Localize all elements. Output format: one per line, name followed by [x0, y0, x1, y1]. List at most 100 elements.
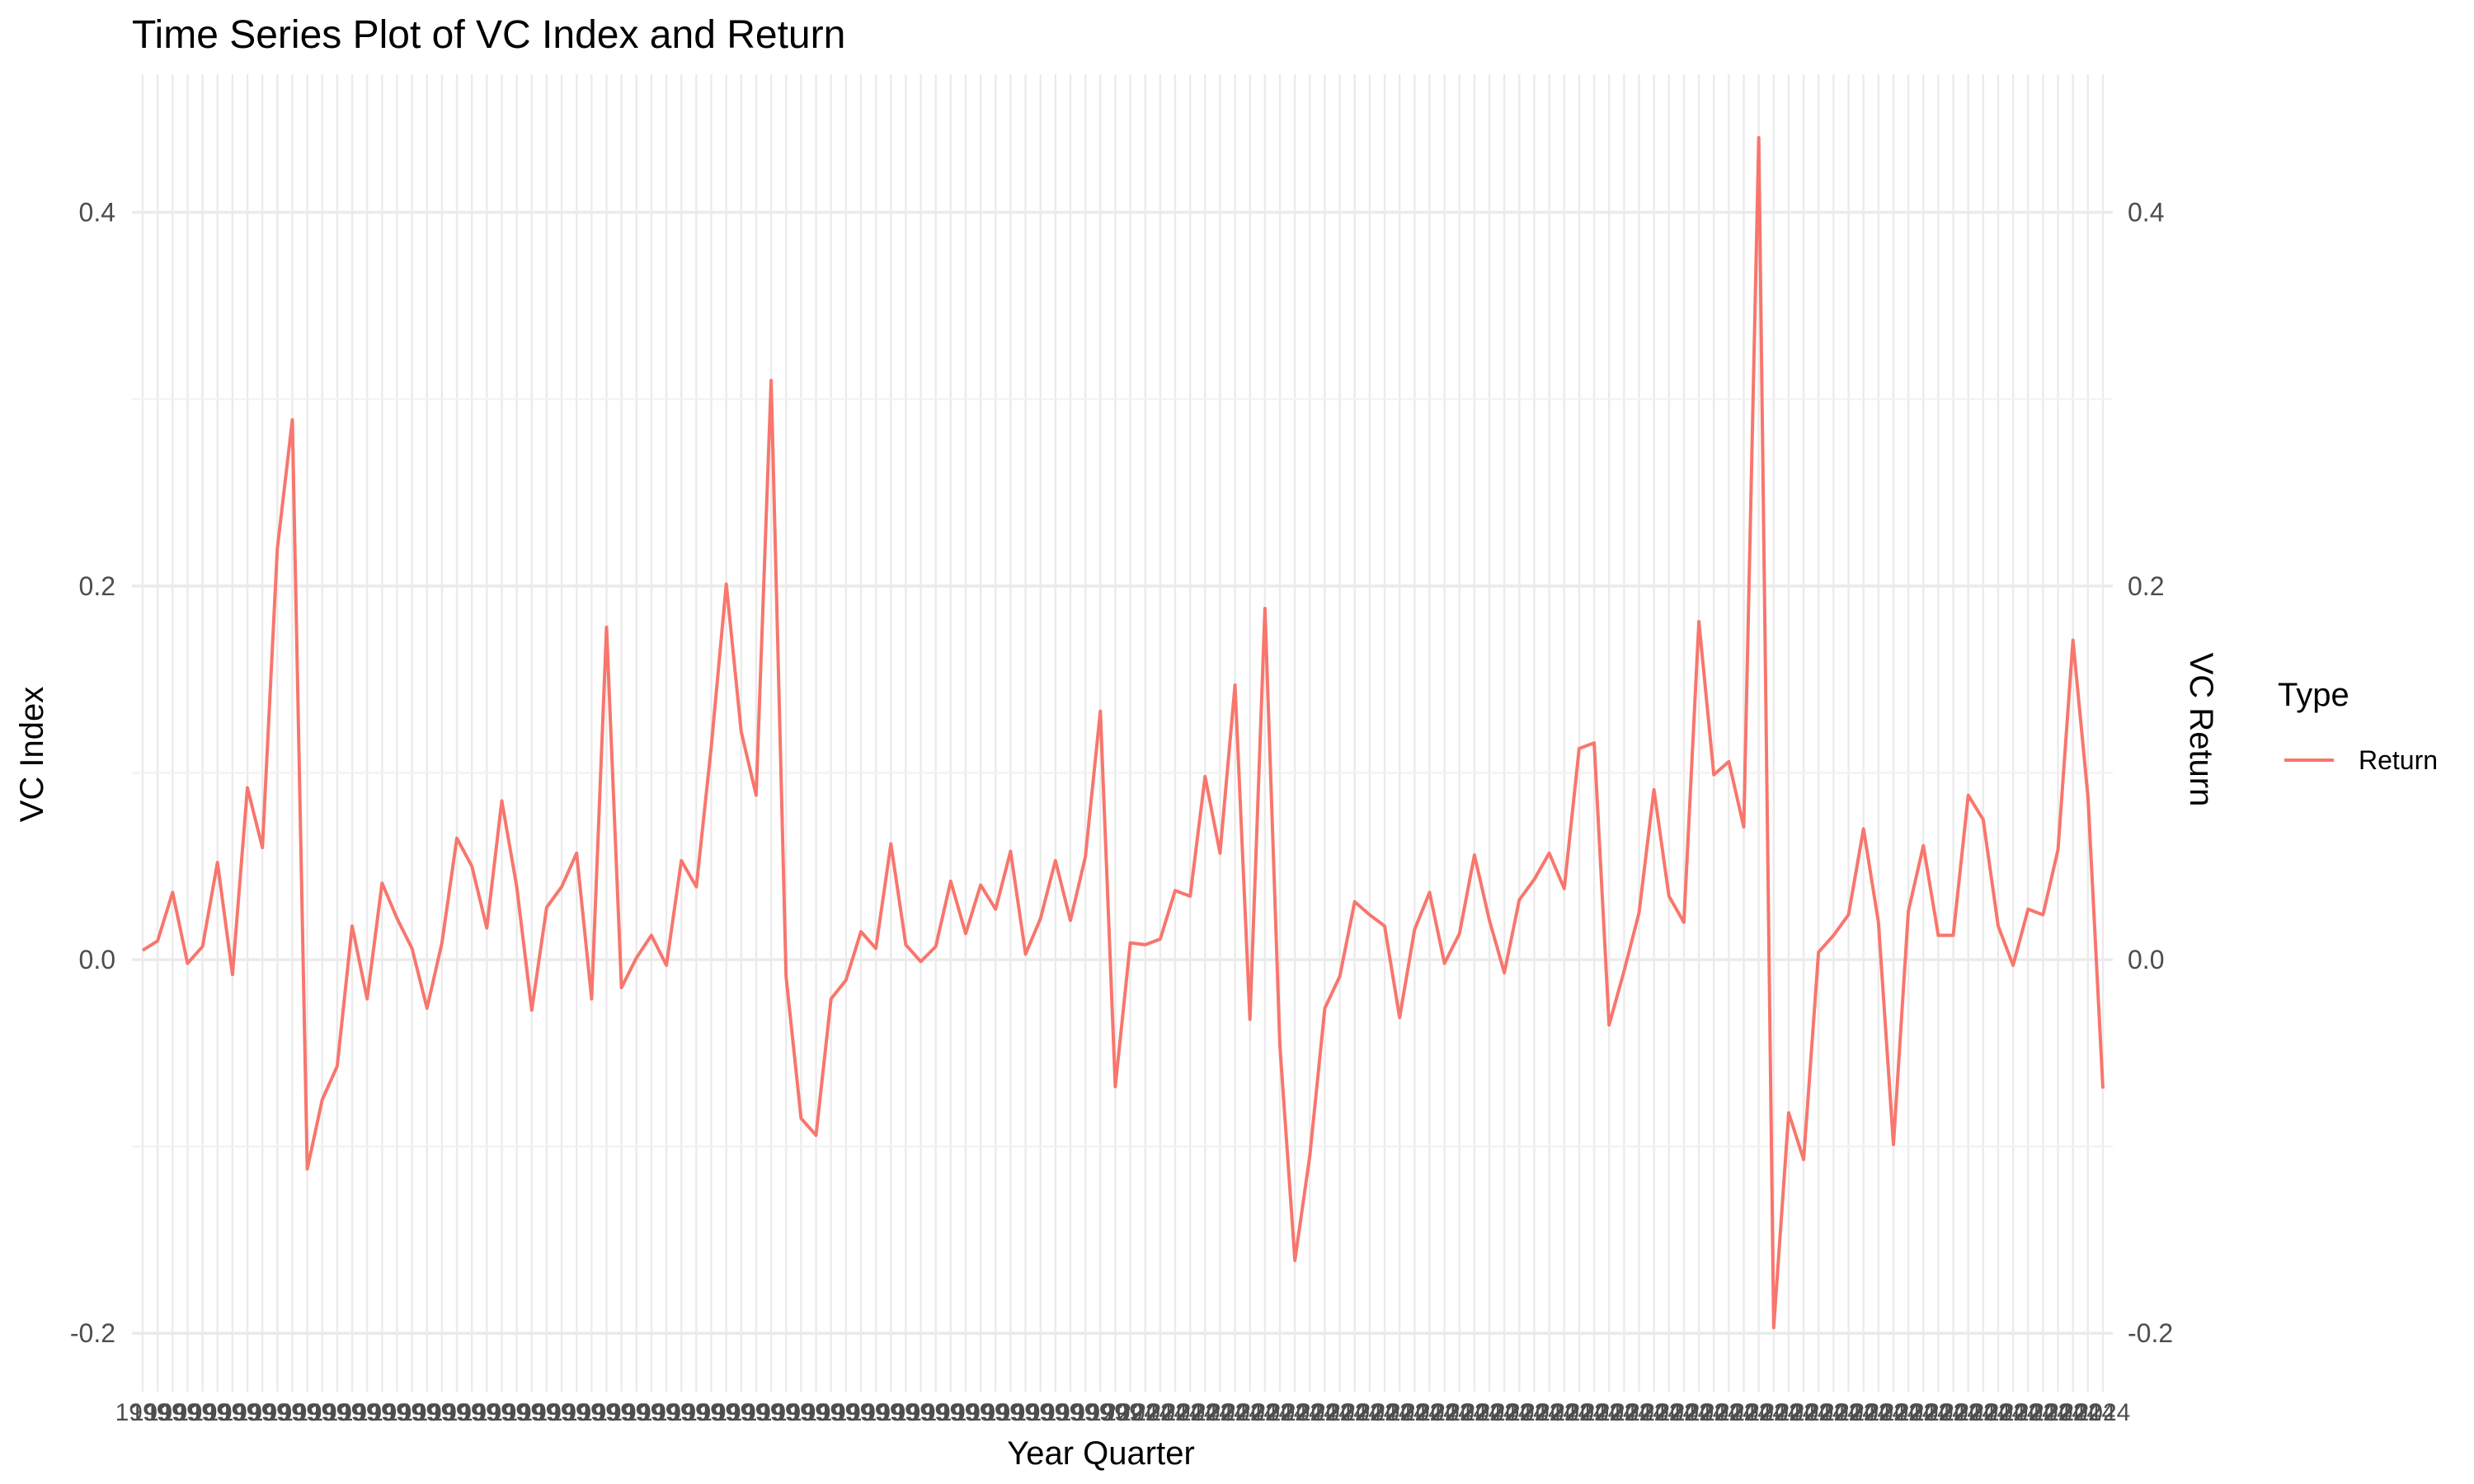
x-tick-label: 1999	[1028, 1399, 1083, 1426]
x-tick-label: 1999	[504, 1399, 559, 1426]
x-tick-label: 1999	[863, 1399, 919, 1426]
x-tick-label: 1999	[115, 1399, 171, 1426]
x-tick-label: 2024	[1582, 1399, 1637, 1426]
x-tick-label: 2024	[1701, 1399, 1757, 1426]
x-tick-label: 1999	[998, 1399, 1053, 1426]
x-tick-label: 1999	[190, 1399, 245, 1426]
x-tick-label: 1999	[953, 1399, 1009, 1426]
x-tick-label: 1999	[579, 1399, 634, 1426]
x-tick-label: 2024	[2076, 1399, 2131, 1426]
x-tick-label: 2024	[1253, 1399, 1308, 1426]
x-tick-label: 1999	[1088, 1399, 1143, 1426]
x-tick-label: 2024	[1327, 1399, 1382, 1426]
x-tick-label: 2024	[1297, 1399, 1352, 1426]
x-tick-label: 2024	[1207, 1399, 1263, 1426]
x-tick-label: 1999	[145, 1399, 200, 1426]
x-tick-label: 1999	[669, 1399, 724, 1426]
x-tick-label: 2024	[2001, 1399, 2056, 1426]
x-tick-label: 1999	[698, 1399, 754, 1426]
x-tick-label: 1999	[474, 1399, 529, 1426]
x-tick-label: 1999	[444, 1399, 500, 1426]
x-tick-label: 2024	[1881, 1399, 1936, 1426]
x-tick-label: 1999	[235, 1399, 290, 1426]
x-tick-label: 1999	[938, 1399, 994, 1426]
y-axis-left-ticks: -0.2 0.0 0.2 0.4	[70, 198, 115, 1349]
x-tick-label: 1999	[294, 1399, 350, 1426]
x-tick-label: 1999	[384, 1399, 440, 1426]
x-tick-label: 2024	[1387, 1399, 1442, 1426]
x-tick-label: 2024	[1132, 1399, 1188, 1426]
x-tick-label: 1999	[265, 1399, 320, 1426]
legend-label-return: Return	[2359, 745, 2438, 775]
x-tick-label: 1999	[459, 1399, 515, 1426]
x-tick-label: 1999	[175, 1399, 230, 1426]
x-tick-label: 2024	[1402, 1399, 1457, 1426]
x-tick-label: 1999	[684, 1399, 739, 1426]
x-tick-label: 1999	[878, 1399, 934, 1426]
x-tick-label: 2024	[1507, 1399, 1562, 1426]
x-tick-label: 2024	[1268, 1399, 1323, 1426]
x-axis-title: Year Quarter	[1007, 1435, 1195, 1472]
y-tick-label-right: 0.4	[2128, 198, 2164, 228]
x-tick-label: 2024	[1971, 1399, 2026, 1426]
x-tick-label: 2024	[1716, 1399, 1771, 1426]
x-tick-label: 2024	[1417, 1399, 1472, 1426]
x-tick-label: 1999	[968, 1399, 1023, 1426]
x-tick-label: 2024	[1103, 1399, 1158, 1426]
x-tick-label: 2024	[1178, 1399, 1233, 1426]
x-tick-label: 1999	[609, 1399, 664, 1426]
x-tick-label: 2024	[2045, 1399, 2100, 1426]
y-tick-label-left: 0.4	[79, 198, 115, 228]
x-tick-label: 1999	[1058, 1399, 1113, 1426]
y-tick-label-right: 0.2	[2128, 571, 2164, 601]
x-tick-label: 1999	[160, 1399, 215, 1426]
x-tick-label: 1999	[729, 1399, 784, 1426]
x-tick-label: 2024	[1731, 1399, 1786, 1426]
x-tick-label: 2024	[1522, 1399, 1577, 1426]
x-tick-label: 2024	[1776, 1399, 1832, 1426]
x-tick-label: 2024	[1806, 1399, 1861, 1426]
major-grid	[132, 210, 2113, 1335]
series-line-return	[141, 136, 2105, 1330]
x-tick-label: 1999	[923, 1399, 978, 1426]
x-tick-label: 2024	[1567, 1399, 1622, 1426]
x-tick-label: 2024	[1866, 1399, 1921, 1426]
legend-title: Type	[2278, 677, 2349, 713]
x-tick-label: 1999	[369, 1399, 425, 1426]
y-tick-label-left: 0.2	[79, 571, 115, 601]
x-tick-label: 1999	[534, 1399, 590, 1426]
x-tick-label: 1999	[788, 1399, 844, 1426]
x-tick-label: 1999	[325, 1399, 380, 1426]
x-tick-label: 1999	[624, 1399, 680, 1426]
x-tick-label: 1999	[639, 1399, 694, 1426]
x-tick-label: 2024	[1477, 1399, 1532, 1426]
x-tick-label: 1999	[355, 1399, 410, 1426]
x-tick-label: 2024	[1343, 1399, 1398, 1426]
x-tick-label: 2024	[1222, 1399, 1277, 1426]
x-tick-label: 1999	[759, 1399, 814, 1426]
x-tick-label: 1999	[549, 1399, 604, 1426]
legend: Type Return	[2278, 677, 2438, 775]
x-tick-label: 2024	[1312, 1399, 1367, 1426]
x-tick-label: 1999	[340, 1399, 395, 1426]
x-tick-label: 1999	[893, 1399, 948, 1426]
x-tick-label: 2024	[1836, 1399, 1891, 1426]
x-tick-label: 2024	[1372, 1399, 1427, 1426]
x-tick-label: 2024	[1851, 1399, 1906, 1426]
x-tick-label: 1999	[1073, 1399, 1128, 1426]
x-tick-label: 2024	[1986, 1399, 2041, 1426]
x-tick-label: 1999	[430, 1399, 485, 1426]
x-tick-label: 1999	[250, 1399, 305, 1426]
x-tick-label: 2024	[1432, 1399, 1487, 1426]
x-tick-label: 1999	[399, 1399, 454, 1426]
x-tick-label: 2024	[1672, 1399, 1727, 1426]
x-tick-label: 2024	[1821, 1399, 1876, 1426]
y-axis-title-right: VC Return	[2183, 653, 2219, 807]
series-layer	[141, 136, 2105, 1330]
x-tick-label: 2024	[2015, 1399, 2071, 1426]
y-tick-label-left: -0.2	[70, 1318, 115, 1348]
x-tick-label: 2024	[2060, 1399, 2115, 1426]
x-tick-label: 2024	[1148, 1399, 1203, 1426]
x-tick-label: 1999	[489, 1399, 544, 1426]
x-tick-label: 2024	[1357, 1399, 1413, 1426]
